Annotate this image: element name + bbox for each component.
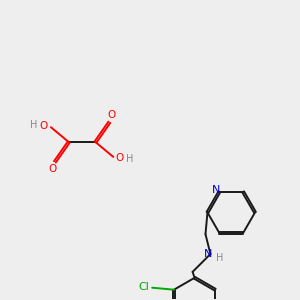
Text: O: O <box>40 121 48 131</box>
Text: H: H <box>125 154 133 164</box>
Text: H: H <box>30 120 38 130</box>
Text: Cl: Cl <box>139 282 150 292</box>
Text: N: N <box>204 249 213 259</box>
Text: O: O <box>115 153 123 163</box>
Text: N: N <box>212 185 220 195</box>
Text: H: H <box>216 253 223 263</box>
Text: O: O <box>49 164 57 174</box>
Text: O: O <box>107 110 116 120</box>
